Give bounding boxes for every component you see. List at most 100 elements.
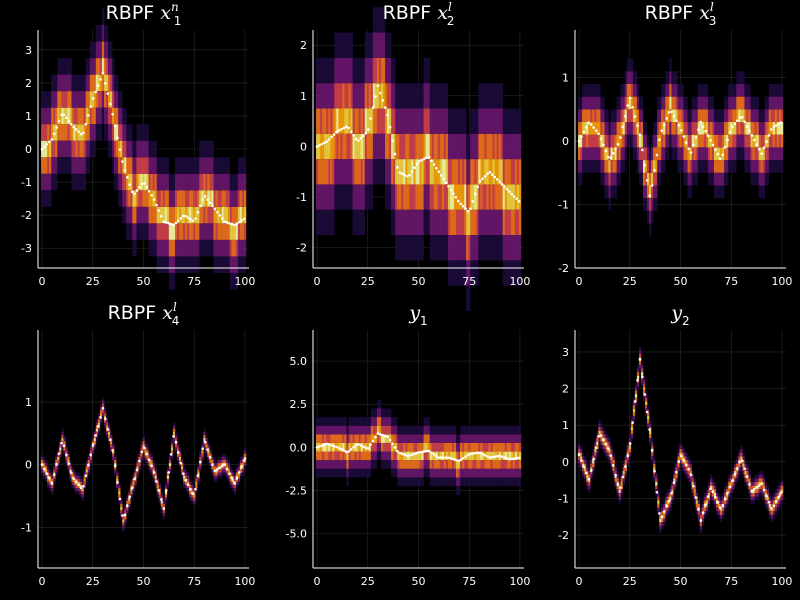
heatmap-cell <box>387 83 390 109</box>
data-point <box>723 497 727 501</box>
heatmap-cell <box>705 96 709 110</box>
heatmap-cell <box>397 235 400 261</box>
heatmap-cell <box>768 511 772 515</box>
heatmap-cell <box>606 456 609 460</box>
heatmap-cell <box>705 160 709 173</box>
heatmap-cell <box>740 445 743 449</box>
heatmap-cell <box>596 445 599 449</box>
heatmap-cell <box>437 184 441 210</box>
heatmap-cell <box>130 494 133 498</box>
heatmap-cell <box>189 491 192 495</box>
heatmap-cell <box>474 159 477 185</box>
heatmap-cell <box>478 477 481 487</box>
heatmap-cell <box>661 134 664 148</box>
heatmap-cell <box>160 190 164 207</box>
heatmap-cell <box>219 223 222 240</box>
heatmap-cell <box>451 434 455 443</box>
heatmap-cell <box>231 190 235 207</box>
heatmap-cell <box>722 160 725 173</box>
heatmap-cell <box>237 475 241 479</box>
heatmap-cell <box>112 74 115 92</box>
data-point <box>464 455 467 458</box>
heatmap-cell <box>760 478 763 482</box>
heatmap-cell <box>718 109 721 123</box>
data-point <box>660 129 664 132</box>
heatmap-cell <box>203 431 206 435</box>
heatmap-cell <box>612 134 615 148</box>
heatmap-cell <box>114 453 117 457</box>
heatmap-cell <box>99 91 103 108</box>
data-point <box>91 443 95 446</box>
heatmap-cell <box>166 206 170 224</box>
heatmap-cell <box>326 57 329 84</box>
heatmap-cell <box>738 83 741 97</box>
data-point <box>580 459 583 462</box>
heatmap-cell <box>454 442 457 452</box>
heatmap-cell <box>703 500 707 504</box>
heatmap-cell <box>176 173 180 191</box>
heatmap-cell <box>330 209 333 236</box>
data-point <box>437 456 441 459</box>
data-point <box>160 214 163 218</box>
heatmap-cell <box>324 209 327 236</box>
data-point <box>325 442 329 446</box>
data-point <box>456 459 460 463</box>
heatmap-cell <box>411 235 414 261</box>
heatmap-cell <box>55 74 58 92</box>
heatmap-cell <box>588 160 591 173</box>
heatmap-cell <box>683 172 686 186</box>
heatmap-cell <box>239 469 243 473</box>
heatmap-cell <box>382 159 386 185</box>
heatmap-cell <box>707 147 711 161</box>
heatmap-cell <box>51 488 54 492</box>
heatmap-cell <box>372 425 376 435</box>
heatmap-cell <box>689 459 692 464</box>
heatmap-cell <box>622 96 626 110</box>
heatmap-cell <box>634 96 638 110</box>
heatmap-cell <box>669 507 672 512</box>
heatmap-cell <box>474 184 477 210</box>
heatmap-cell <box>83 472 86 476</box>
heatmap-cell <box>750 160 753 173</box>
heatmap-cell <box>51 478 54 482</box>
heatmap-cell <box>105 434 109 439</box>
heatmap-cell <box>667 83 670 97</box>
heatmap-cell <box>518 468 522 478</box>
heatmap-cell <box>105 124 109 141</box>
heatmap-cell <box>221 463 224 467</box>
heatmap-cell <box>372 133 376 160</box>
heatmap-cell <box>439 83 443 109</box>
heatmap-cell <box>655 474 658 479</box>
heatmap-cell <box>580 452 583 457</box>
heatmap-cell <box>168 463 172 467</box>
heatmap-cell <box>47 140 50 158</box>
heatmap-cell <box>447 460 451 469</box>
heatmap-cell <box>320 184 323 210</box>
heatmap-cell <box>61 447 64 451</box>
heatmap-cell <box>124 157 127 174</box>
heatmap-cell <box>405 434 408 443</box>
heatmap-cell <box>229 485 233 489</box>
heatmap-cell <box>103 58 107 75</box>
heatmap-cell <box>768 147 772 161</box>
heatmap-cell <box>687 160 690 173</box>
heatmap-cell <box>138 463 141 467</box>
data-point <box>512 195 516 198</box>
heatmap-cell <box>43 190 46 207</box>
heatmap-cell <box>49 469 52 473</box>
heatmap-cell <box>604 109 607 123</box>
heatmap-cell <box>118 173 121 191</box>
heatmap-cell <box>59 140 62 158</box>
data-point <box>493 175 497 179</box>
heatmap-cell <box>352 159 355 185</box>
heatmap-cell <box>695 147 699 161</box>
heatmap-cell <box>63 157 66 174</box>
heatmap-cell <box>229 478 233 482</box>
heatmap-cell <box>413 460 416 469</box>
heatmap-cell <box>403 209 406 236</box>
data-point <box>728 130 732 134</box>
heatmap-cell <box>201 441 204 445</box>
heatmap-cell <box>215 223 218 240</box>
heatmap-cell <box>451 184 455 210</box>
heatmap-cell <box>397 442 400 452</box>
